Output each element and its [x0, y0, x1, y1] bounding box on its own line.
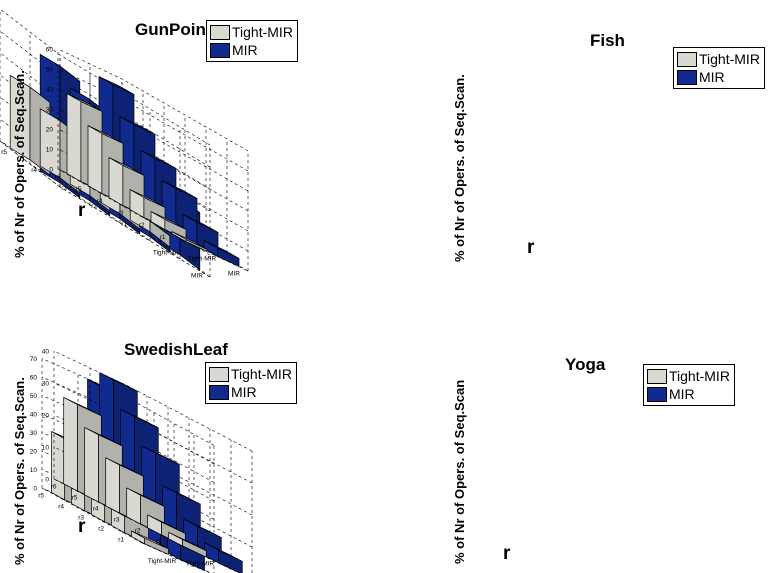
legend-swatch — [209, 385, 229, 400]
chart-3-ztick-label: 30 — [42, 381, 50, 388]
chart-1-category-label: r3 — [118, 210, 124, 217]
bar-front-face — [67, 94, 81, 182]
chart-1-ztick-label: 60 — [46, 47, 54, 54]
chart-3-category-label: r2 — [135, 528, 141, 535]
legend-swatch — [210, 43, 230, 58]
legend-entry: Tight-MIR — [209, 365, 292, 383]
legend-label: Tight-MIR — [232, 24, 293, 40]
chart-0-legend: Tight-MIR MIR — [206, 20, 298, 62]
legend-entry: MIR — [209, 383, 292, 401]
chart-1-ztick-label: 20 — [46, 127, 54, 134]
legend-label: Tight-MIR — [699, 51, 760, 67]
legend-swatch — [647, 369, 667, 384]
chart-1-category-label: r2 — [139, 222, 145, 229]
legend-label: MIR — [231, 384, 257, 400]
chart-1-category-label: r4 — [97, 198, 103, 205]
legend-entry: Tight-MIR — [677, 50, 760, 68]
chart-1-category-label: r5 — [76, 186, 82, 193]
legend-label: MIR — [699, 69, 725, 85]
chart-2-ztick-label: 60 — [30, 375, 38, 382]
chart-0-category-label: r4 — [31, 167, 37, 174]
legend-label: MIR — [669, 386, 695, 402]
chart-1-xlabel: r — [527, 237, 534, 259]
legend-entry: MIR — [647, 385, 730, 403]
chart-2-category-label: r2 — [98, 526, 104, 533]
chart-0-title: GunPoint — [135, 20, 211, 40]
chart-1-ztick-label: 30 — [46, 107, 54, 114]
chart-1-canvas: 0 10 20 30 40 50 60 r1 r2 r3 r4 r5 r6 Tight-MIR MIR — [390, 0, 778, 280]
bar-front-face — [85, 428, 99, 502]
chart-3-category-label: r5 — [72, 495, 78, 502]
chart-3-ztick-label: 40 — [42, 349, 50, 356]
chart-0-series-axis-label: MIR — [191, 273, 203, 280]
legend-label: Tight-MIR — [231, 366, 292, 382]
chart-3-category-label: r1 — [156, 539, 162, 546]
chart-0-ylabel: % of Nr of Opers. of Seq.Scan. — [12, 70, 27, 258]
bar-front-face — [64, 397, 78, 491]
chart-3-title: Yoga — [565, 355, 605, 375]
legend-swatch — [210, 25, 230, 40]
chart-3-series-axis-label: Tight-MIR — [186, 561, 215, 568]
legend-entry: MIR — [210, 41, 293, 59]
legend-entry: MIR — [677, 68, 760, 86]
legend-label: Tight-MIR — [669, 368, 730, 384]
chart-0-xlabel: r — [78, 200, 85, 222]
chart-1-series-axis-label: MIR — [228, 271, 240, 278]
chart-2-series-axis-label: Tight-MIR — [148, 558, 177, 565]
chart-2-ztick-label: 70 — [30, 356, 38, 363]
chart-1-ztick-label: 10 — [46, 147, 54, 154]
chart-1-category-label: r1 — [160, 234, 166, 241]
chart-1-ztick-label: 40 — [46, 87, 54, 94]
chart-3-legend: Tight-MIR MIR — [643, 364, 735, 406]
legend-label: MIR — [232, 42, 258, 58]
chart-2-ztick-label: 10 — [30, 467, 38, 474]
legend-entry: Tight-MIR — [647, 367, 730, 385]
chart-2-title: SwedishLeaf — [124, 340, 228, 360]
chart-2-ylabel: % of Nr of Opers. of Seq.Scan. — [12, 377, 27, 565]
chart-2-ztick-label: 20 — [30, 449, 38, 456]
legend-swatch — [677, 52, 697, 67]
chart-3-ztick-label: 10 — [42, 445, 50, 452]
legend-swatch — [209, 367, 229, 382]
bar-front-face — [88, 126, 102, 194]
chart-1-ylabel: % of Nr of Opers. of Seq.Scan. — [452, 74, 467, 262]
chart-1-legend: Tight-MIR MIR — [673, 47, 765, 89]
chart-3-ztick-label: 0 — [45, 477, 49, 484]
chart-1-ztick-label: 0 — [49, 167, 53, 174]
bar-front-face — [109, 158, 123, 206]
chart-3-ztick-label: 20 — [42, 413, 50, 420]
chart-2-xlabel: r — [78, 516, 85, 538]
chart-1-ztick-label: 50 — [46, 67, 54, 74]
chart-1-series-axis-label: Tight-MIR — [188, 256, 217, 263]
chart-2-category-label: r5 — [38, 493, 44, 500]
chart-0-category-label: r5 — [1, 149, 7, 156]
chart-3-xlabel: r — [503, 543, 510, 565]
chart-3-ylabel: % of Nr of Opers. of Seq.Scan — [452, 380, 467, 564]
legend-swatch — [677, 70, 697, 85]
chart-2-ztick-label: 40 — [30, 412, 38, 419]
chart-2-ztick-label: 50 — [30, 393, 38, 400]
chart-2-category-label: r4 — [58, 504, 64, 511]
chart-2-ztick-label: 0 — [33, 486, 37, 493]
chart-1-title: Fish — [590, 31, 625, 51]
chart-2-category-label: r1 — [118, 537, 124, 544]
chart-3-category-label: r4 — [93, 506, 99, 513]
chart-3-category-label: r3 — [114, 517, 120, 524]
legend-swatch — [647, 387, 667, 402]
chart-2-ztick-label: 30 — [30, 430, 38, 437]
legend-entry: Tight-MIR — [210, 23, 293, 41]
chart-2-legend: Tight-MIR MIR — [205, 362, 297, 404]
bar-front-face — [106, 458, 120, 513]
chart-1-category-label: r6 — [55, 174, 61, 181]
chart-3-category-label: r6 — [51, 484, 57, 491]
